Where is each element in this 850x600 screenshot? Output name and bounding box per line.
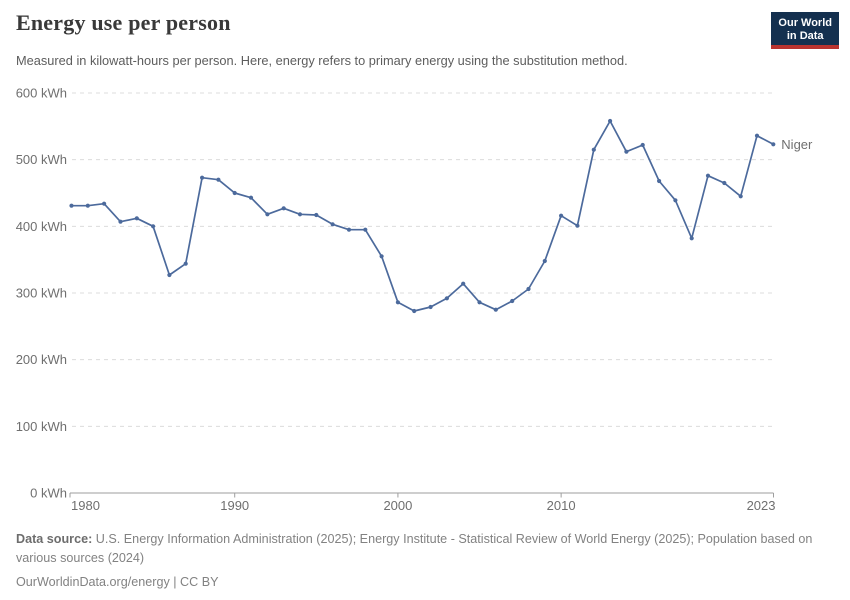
data-point[interactable]	[657, 178, 662, 184]
page-title: Energy use per person	[16, 10, 231, 35]
data-point[interactable]	[216, 177, 221, 182]
data-point[interactable]	[559, 213, 564, 218]
data-point[interactable]	[151, 224, 156, 229]
series-niger[interactable]: Niger	[69, 118, 813, 314]
x-tick-label: 1980	[71, 498, 100, 513]
chart-subtitle: Measured in kilowatt-hours per person. H…	[16, 53, 628, 68]
data-point[interactable]	[510, 298, 515, 304]
data-point[interactable]	[183, 261, 188, 266]
data-point[interactable]	[575, 223, 580, 228]
data-source-line[interactable]: Data source: U.S. Energy Information Adm…	[16, 530, 816, 567]
data-point[interactable]	[461, 281, 466, 286]
y-tick-label: 400 kWh	[16, 219, 67, 234]
data-point[interactable]	[705, 173, 711, 178]
data-point[interactable]	[200, 175, 205, 180]
data-point[interactable]	[608, 118, 613, 124]
data-point[interactable]	[281, 206, 286, 211]
x-axis: 1980 1990 2000 2010 2023	[69, 492, 776, 513]
y-tick-label: 100 kWh	[16, 419, 67, 434]
data-point[interactable]	[542, 258, 547, 264]
data-point[interactable]	[314, 212, 319, 218]
data-point[interactable]	[477, 300, 482, 305]
y-tick-label: 200 kWh	[16, 352, 67, 367]
owid-link-line[interactable]: OurWorldinData.org/energy | CC BY	[16, 575, 219, 589]
data-point[interactable]	[167, 272, 172, 278]
data-point[interactable]	[395, 300, 400, 305]
data-source-label: Data source:	[16, 532, 93, 546]
owid-logo-line2: in Data	[786, 29, 824, 42]
y-tick-label: 600 kWh	[16, 86, 67, 101]
data-point[interactable]	[771, 142, 776, 147]
data-point[interactable]	[69, 203, 74, 208]
data-point[interactable]	[640, 142, 645, 148]
x-tick-label: 2010	[547, 498, 576, 513]
data-point[interactable]	[363, 227, 368, 232]
owid-logo-line1: Our World	[778, 17, 832, 29]
data-point[interactable]	[134, 216, 139, 221]
data-point[interactable]	[444, 296, 449, 301]
data-point[interactable]	[526, 286, 531, 292]
owid-logo[interactable]: Our World in Data	[771, 12, 839, 49]
data-point[interactable]	[85, 203, 90, 208]
x-tick-label: 1990	[220, 498, 249, 513]
y-tick-label: 300 kWh	[16, 286, 67, 301]
data-point[interactable]	[248, 195, 254, 200]
data-point[interactable]	[412, 308, 417, 314]
x-tick-label: 2000	[383, 498, 412, 513]
y-tick-label: 0 kWh	[30, 486, 67, 501]
data-point[interactable]	[428, 304, 433, 310]
y-tick-label: 500 kWh	[16, 152, 67, 167]
data-point[interactable]	[624, 149, 629, 154]
data-point[interactable]	[232, 190, 237, 196]
series-line[interactable]	[70, 120, 775, 312]
data-point[interactable]	[265, 212, 270, 217]
data-point[interactable]	[118, 219, 123, 224]
data-source-text: U.S. Energy Information Administration (…	[16, 532, 813, 565]
y-axis: 0 kWh 100 kWh 200 kWh 300 kWh 400 kWh 500 kWh…	[16, 86, 775, 501]
line-chart-canvas[interactable]: 0 kWh 100 kWh 200 kWh 300 kWh 400 kWh 500 kWh…	[0, 0, 850, 530]
chart-footer: Data source: U.S. Energy Information Adm…	[16, 530, 816, 592]
data-point[interactable]	[346, 227, 352, 232]
data-point[interactable]	[379, 254, 384, 259]
data-point[interactable]	[689, 236, 694, 241]
data-point[interactable]	[738, 194, 743, 199]
x-tick-label: 2023	[747, 498, 776, 513]
data-point[interactable]	[591, 147, 596, 152]
data-point[interactable]	[330, 222, 335, 227]
data-point[interactable]	[722, 180, 727, 186]
entity-label[interactable]: Niger	[781, 137, 813, 152]
data-point[interactable]	[673, 198, 678, 203]
data-point[interactable]	[754, 133, 760, 138]
data-point[interactable]	[493, 307, 498, 312]
data-point[interactable]	[297, 212, 303, 217]
data-point[interactable]	[102, 201, 107, 206]
